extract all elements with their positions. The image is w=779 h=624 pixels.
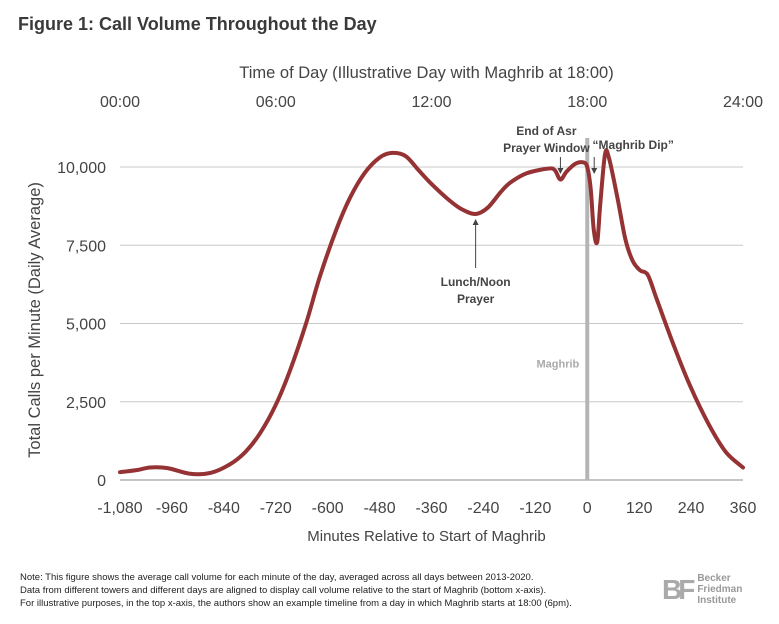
annotation-asr: Prayer Window <box>503 141 590 155</box>
arrowhead <box>472 218 479 225</box>
y-tick-label: 10,000 <box>57 160 106 177</box>
y-axis-title: Total Calls per Minute (Daily Average) <box>26 182 44 458</box>
x-tick-label: 360 <box>730 500 757 517</box>
logo-mark: BF <box>662 573 695 605</box>
x-tick-label: -1,080 <box>97 500 142 517</box>
maghrib-label: Maghrib <box>536 358 579 370</box>
chart: 0 2,500 5,000 7,500 10,000 -1,080 -960 -840 -720… <box>26 64 763 545</box>
note-line: For illustrative purposes, in the top x-… <box>20 598 572 609</box>
x-tick-label: -840 <box>208 500 240 517</box>
x-tick-label: -960 <box>156 500 188 517</box>
note-line: Note: This figure shows the average call… <box>20 572 534 583</box>
annotation-asr: End of Asr <box>516 124 577 138</box>
bfi-logo: BF Becker Friedman Institute <box>662 573 742 606</box>
x-tick-label: -360 <box>415 500 447 517</box>
x-tick-label: -240 <box>467 500 499 517</box>
top-x-tick-label: 00:00 <box>100 94 140 111</box>
annotation-maghrib-dip: “Maghrib Dip” <box>593 138 674 152</box>
arrowhead <box>557 168 564 174</box>
top-x-tick-label: 06:00 <box>256 94 296 111</box>
x-tick-label: -720 <box>260 500 292 517</box>
x-tick-label: 0 <box>583 500 592 517</box>
x-tick-label: 240 <box>678 500 705 517</box>
logo-text: Friedman <box>697 584 743 595</box>
x-tick-label: -120 <box>519 500 551 517</box>
logo-text: Becker <box>697 573 731 584</box>
figure-note: Note: This figure shows the average call… <box>20 571 572 610</box>
call-volume-line <box>118 148 745 477</box>
y-tick-label: 5,000 <box>66 317 106 334</box>
annotation-lunch: Lunch/Noon <box>441 275 511 289</box>
y-tick-label: 2,500 <box>66 395 106 412</box>
top-x-tick-label: 24:00 <box>723 94 763 111</box>
y-tick-label: 7,500 <box>66 238 106 255</box>
arrowhead <box>591 168 598 174</box>
top-x-axis-title: Time of Day (Illustrative Day with Maghr… <box>239 64 613 82</box>
note-line: Data from different towers and different… <box>20 585 547 596</box>
x-tick-label: 120 <box>626 500 653 517</box>
annotation-lunch: Prayer <box>457 292 495 306</box>
top-x-tick-label: 12:00 <box>411 94 451 111</box>
logo-text: Institute <box>697 595 737 606</box>
y-tick-label: 0 <box>97 473 106 490</box>
x-axis-title: Minutes Relative to Start of Maghrib <box>307 528 545 545</box>
x-tick-label: -480 <box>364 500 396 517</box>
top-x-tick-label: 18:00 <box>567 94 607 111</box>
figure-title: Figure 1: Call Volume Throughout the Day <box>18 14 377 34</box>
x-tick-label: -600 <box>312 500 344 517</box>
